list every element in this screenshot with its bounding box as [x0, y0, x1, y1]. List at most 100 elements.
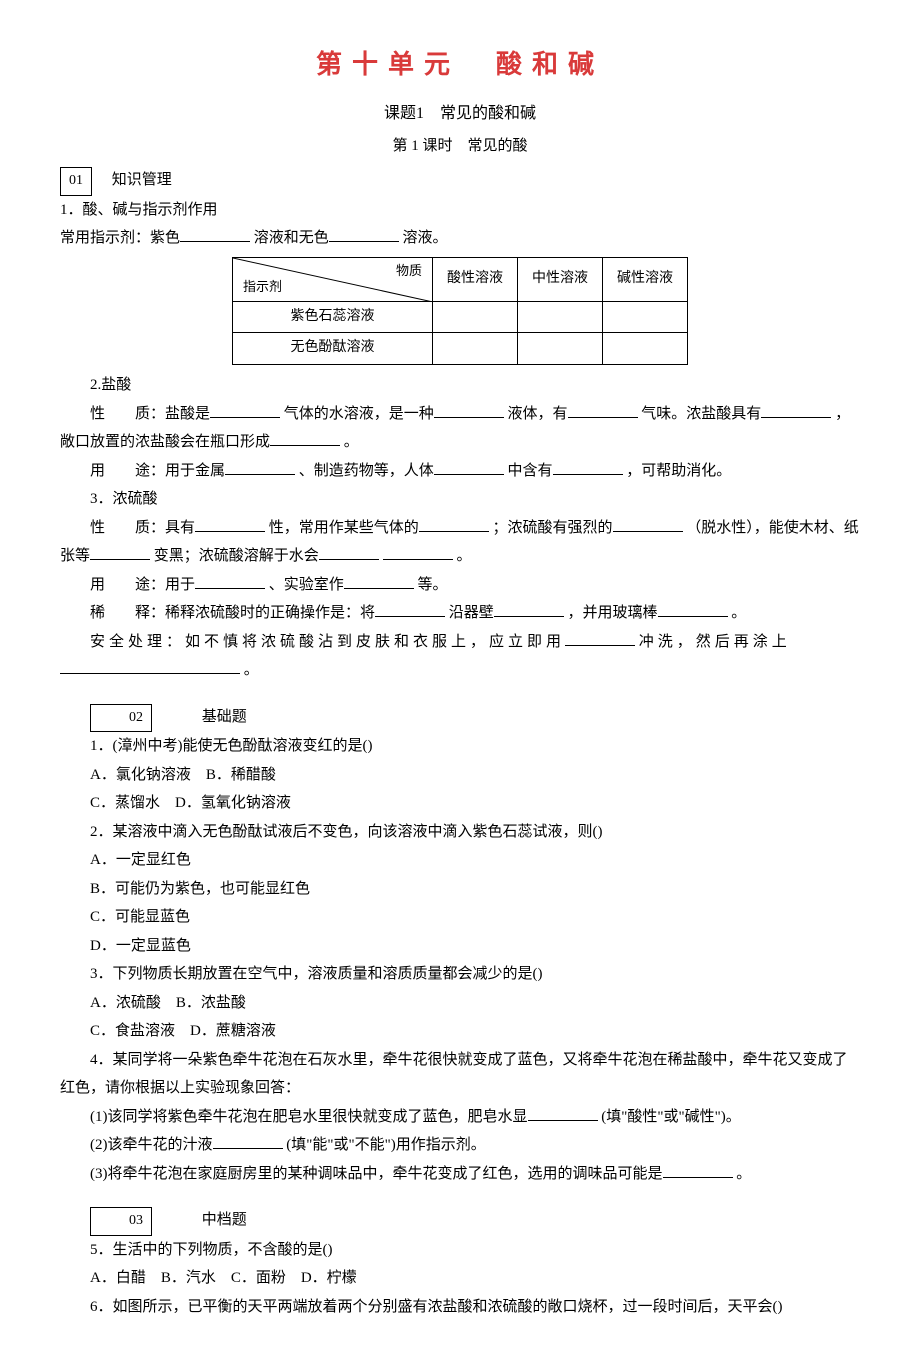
text: (3)将牵牛花泡在家庭厨房里的某种调味品中，牵牛花变成了红色，选用的调味品可能是: [90, 1166, 663, 1182]
q5: 5．生活中的下列物质，不含酸的是(): [60, 1236, 860, 1265]
section-03-header: 03 中档题: [60, 1206, 860, 1236]
blank: [210, 403, 280, 418]
topic-title: 课题1 常见的酸和碱: [60, 99, 860, 129]
unit-title: 第十单元 酸和碱: [60, 40, 860, 89]
q3-opts-ab: A．浓硫酸 B．浓盐酸: [60, 989, 860, 1018]
q2-d: D．一定显蓝色: [60, 932, 860, 961]
table-cell: [433, 301, 518, 333]
section-label: 基础题: [172, 703, 247, 732]
q1-opts-cd: C．蒸馏水 D．氢氧化钠溶液: [60, 789, 860, 818]
diag-top-label: 物质: [396, 259, 422, 284]
text: 常用指示剂：紫色: [60, 230, 180, 246]
section-01-header: 01 知识管理: [60, 166, 860, 196]
blank: [195, 517, 265, 532]
k3-safety: 安全处理：如不慎将浓硫酸沾到皮肤和衣服上，应立即用 冲洗，然后再涂上 。: [60, 628, 860, 685]
table-cell: [603, 333, 688, 365]
blank: [344, 574, 414, 589]
text: 。: [736, 1166, 751, 1182]
k1-heading: 1．酸、碱与指示剂作用: [60, 196, 860, 225]
k3-heading: 3．浓硫酸: [60, 485, 860, 514]
blank: [213, 1134, 283, 1149]
blank: [90, 545, 150, 560]
text: ；浓硫酸有强烈的: [493, 520, 613, 536]
lesson-title: 第 1 课时 常见的酸: [60, 132, 860, 161]
text: 用 途：用于: [90, 577, 195, 593]
text: ，可帮助消化。: [626, 463, 731, 479]
blank: [329, 227, 399, 242]
col-header: 中性溶液: [518, 257, 603, 301]
blank: [225, 460, 295, 475]
blank: [180, 227, 250, 242]
text: 。: [731, 605, 746, 621]
text: 沿器壁: [449, 605, 494, 621]
diag-bottom-label: 指示剂: [243, 275, 282, 300]
q1: 1．(漳州中考)能使无色酚酞溶液变红的是(): [60, 732, 860, 761]
blank: [494, 602, 564, 617]
section-num: 01: [60, 167, 92, 196]
text: 稀 释：稀释浓硫酸时的正确操作是：将: [90, 605, 375, 621]
k3-use: 用 途：用于 、实验室作 等。: [60, 571, 860, 600]
blank: [270, 431, 340, 446]
text: 、实验室作: [269, 577, 344, 593]
k3-property: 性 质：具有 性，常用作某些气体的 ；浓硫酸有强烈的 （脱水性），能使木材、纸张…: [60, 514, 860, 571]
k2-use: 用 途：用于金属 、制造药物等，人体 中含有 ，可帮助消化。: [60, 457, 860, 486]
blank: [568, 403, 638, 418]
indicator-table: 物质 指示剂 酸性溶液 中性溶液 碱性溶液 紫色石蕊溶液 无色酚酞溶液: [232, 257, 688, 365]
blank: [658, 602, 728, 617]
table-cell: [603, 301, 688, 333]
text: (填"酸性"或"碱性")。: [601, 1109, 740, 1125]
text: 等。: [418, 577, 448, 593]
text: 。: [457, 548, 472, 564]
k1-line: 常用指示剂：紫色 溶液和无色 溶液。: [60, 224, 860, 253]
text: 安全处理：如不慎将浓硫酸沾到皮肤和衣服上，应立即用: [90, 634, 565, 650]
blank: [195, 574, 265, 589]
q2-c: C．可能显蓝色: [60, 903, 860, 932]
q6: 6．如图所示，已平衡的天平两端放着两个分别盛有浓盐酸和浓硫酸的敞口烧杯，过一段时…: [60, 1293, 860, 1322]
row-header: 无色酚酞溶液: [233, 333, 433, 365]
text: 气味。浓盐酸具有: [641, 406, 761, 422]
section-num: 02: [90, 704, 152, 733]
text: 性，常用作某些气体的: [269, 520, 419, 536]
text: 。: [244, 662, 259, 678]
section-label: 中档题: [172, 1206, 247, 1235]
table-cell: [518, 333, 603, 365]
section-02-header: 02 基础题: [60, 703, 860, 733]
blank: [613, 517, 683, 532]
blank: [663, 1163, 733, 1178]
q3-opts-cd: C．食盐溶液 D．蔗糖溶液: [60, 1017, 860, 1046]
text: 。: [344, 434, 359, 450]
blank: [434, 460, 504, 475]
table-cell: [518, 301, 603, 333]
text: 变黑；浓硫酸溶解于水会: [154, 548, 319, 564]
section-num: 03: [90, 1207, 152, 1236]
text: 中含有: [508, 463, 553, 479]
k2-heading: 2.盐酸: [60, 371, 860, 400]
text: 溶液和无色: [254, 230, 329, 246]
text: 、制造药物等，人体: [299, 463, 434, 479]
row-header: 紫色石蕊溶液: [233, 301, 433, 333]
text: ，并用玻璃棒: [568, 605, 658, 621]
k3-dilute: 稀 释：稀释浓硫酸时的正确操作是：将 沿器壁 ，并用玻璃棒 。: [60, 599, 860, 628]
q4-2: (2)该牵牛花的汁液 (填"能"或"不能")用作指示剂。: [60, 1131, 860, 1160]
k2-property: 性 质：盐酸是 气体的水溶液，是一种 液体，有 气味。浓盐酸具有 ，敞口放置的浓…: [60, 400, 860, 457]
blank: [419, 517, 489, 532]
q5-opts: A．白醋 B．汽水 C．面粉 D．柠檬: [60, 1264, 860, 1293]
text: 用 途：用于金属: [90, 463, 225, 479]
col-header: 碱性溶液: [603, 257, 688, 301]
q3: 3．下列物质长期放置在空气中，溶液质量和溶质质量都会减少的是(): [60, 960, 860, 989]
blank: [319, 545, 379, 560]
blank: [553, 460, 623, 475]
q4-3: (3)将牵牛花泡在家庭厨房里的某种调味品中，牵牛花变成了红色，选用的调味品可能是…: [60, 1160, 860, 1189]
text: 溶液。: [403, 230, 448, 246]
blank: [434, 403, 504, 418]
text: 气体的水溶液，是一种: [284, 406, 434, 422]
text: (1)该同学将紫色牵牛花泡在肥皂水里很快就变成了蓝色，肥皂水显: [90, 1109, 528, 1125]
blank: [60, 659, 240, 674]
blank: [375, 602, 445, 617]
blank: [565, 631, 635, 646]
col-header: 酸性溶液: [433, 257, 518, 301]
blank: [383, 545, 453, 560]
q4: 4．某同学将一朵紫色牵牛花泡在石灰水里，牵牛花很快就变成了蓝色，又将牵牛花泡在稀…: [60, 1046, 860, 1103]
section-label: 知识管理: [112, 166, 172, 195]
blank: [528, 1106, 598, 1121]
